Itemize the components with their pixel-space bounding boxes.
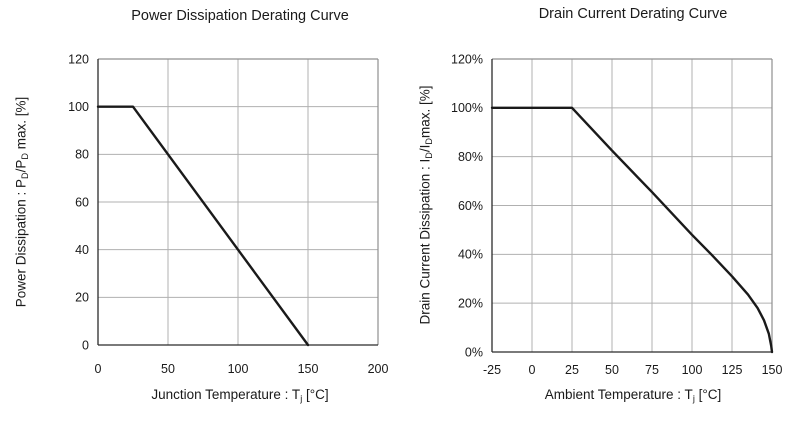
chart-title: Power Dissipation Derating Curve xyxy=(131,8,349,24)
label-subscript: j xyxy=(692,393,695,404)
y-tick-label: 120% xyxy=(451,52,483,66)
x-tick-label: 50 xyxy=(161,362,175,376)
chart-title: Drain Current Derating Curve xyxy=(538,6,728,22)
x-tick-label: 25 xyxy=(565,363,579,377)
y-tick-label: 40 xyxy=(75,243,89,257)
y-tick-label: 40% xyxy=(458,248,483,262)
x-tick-label: 125 xyxy=(722,363,743,377)
y-tick-label: 60 xyxy=(75,195,89,209)
y-tick-label: 120 xyxy=(68,52,89,66)
label-text: Ambient Temperature : T xyxy=(544,387,693,402)
x-tick-label: -25 xyxy=(483,363,501,377)
y-tick-label: 100 xyxy=(68,100,89,114)
x-axis-label: Ambient Temperature : Tj [°C] xyxy=(544,387,722,404)
label-text: [°C] xyxy=(694,387,722,402)
y-tick-label: 100% xyxy=(451,101,483,115)
label-text: [°C] xyxy=(302,387,329,402)
y-tick-label: 20 xyxy=(75,291,89,305)
x-tick-label: 0 xyxy=(529,363,536,377)
derating-curve xyxy=(96,105,310,347)
x-tick-label: 0 xyxy=(95,362,102,376)
y-tick-label: 0% xyxy=(465,345,483,359)
x-tick-label: 150 xyxy=(762,363,783,377)
x-tick-label: 100 xyxy=(682,363,703,377)
x-tick-label: 50 xyxy=(605,363,619,377)
label-subscript: j xyxy=(300,393,303,404)
y-tick-label: 0 xyxy=(82,338,89,352)
y-tick-label: 80 xyxy=(75,148,89,162)
x-tick-label: 200 xyxy=(368,362,389,376)
x-axis-label: Junction Temperature : Tj [°C] xyxy=(151,387,329,404)
x-tick-label: 100 xyxy=(228,362,249,376)
y-tick-label: 20% xyxy=(458,297,483,311)
x-tick-label: 75 xyxy=(645,363,659,377)
x-tick-label: 150 xyxy=(298,362,319,376)
derating-curve xyxy=(490,106,774,354)
y-tick-label: 80% xyxy=(458,150,483,164)
label-text: Junction Temperature : T xyxy=(151,387,301,402)
y-tick-label: 60% xyxy=(458,199,483,213)
